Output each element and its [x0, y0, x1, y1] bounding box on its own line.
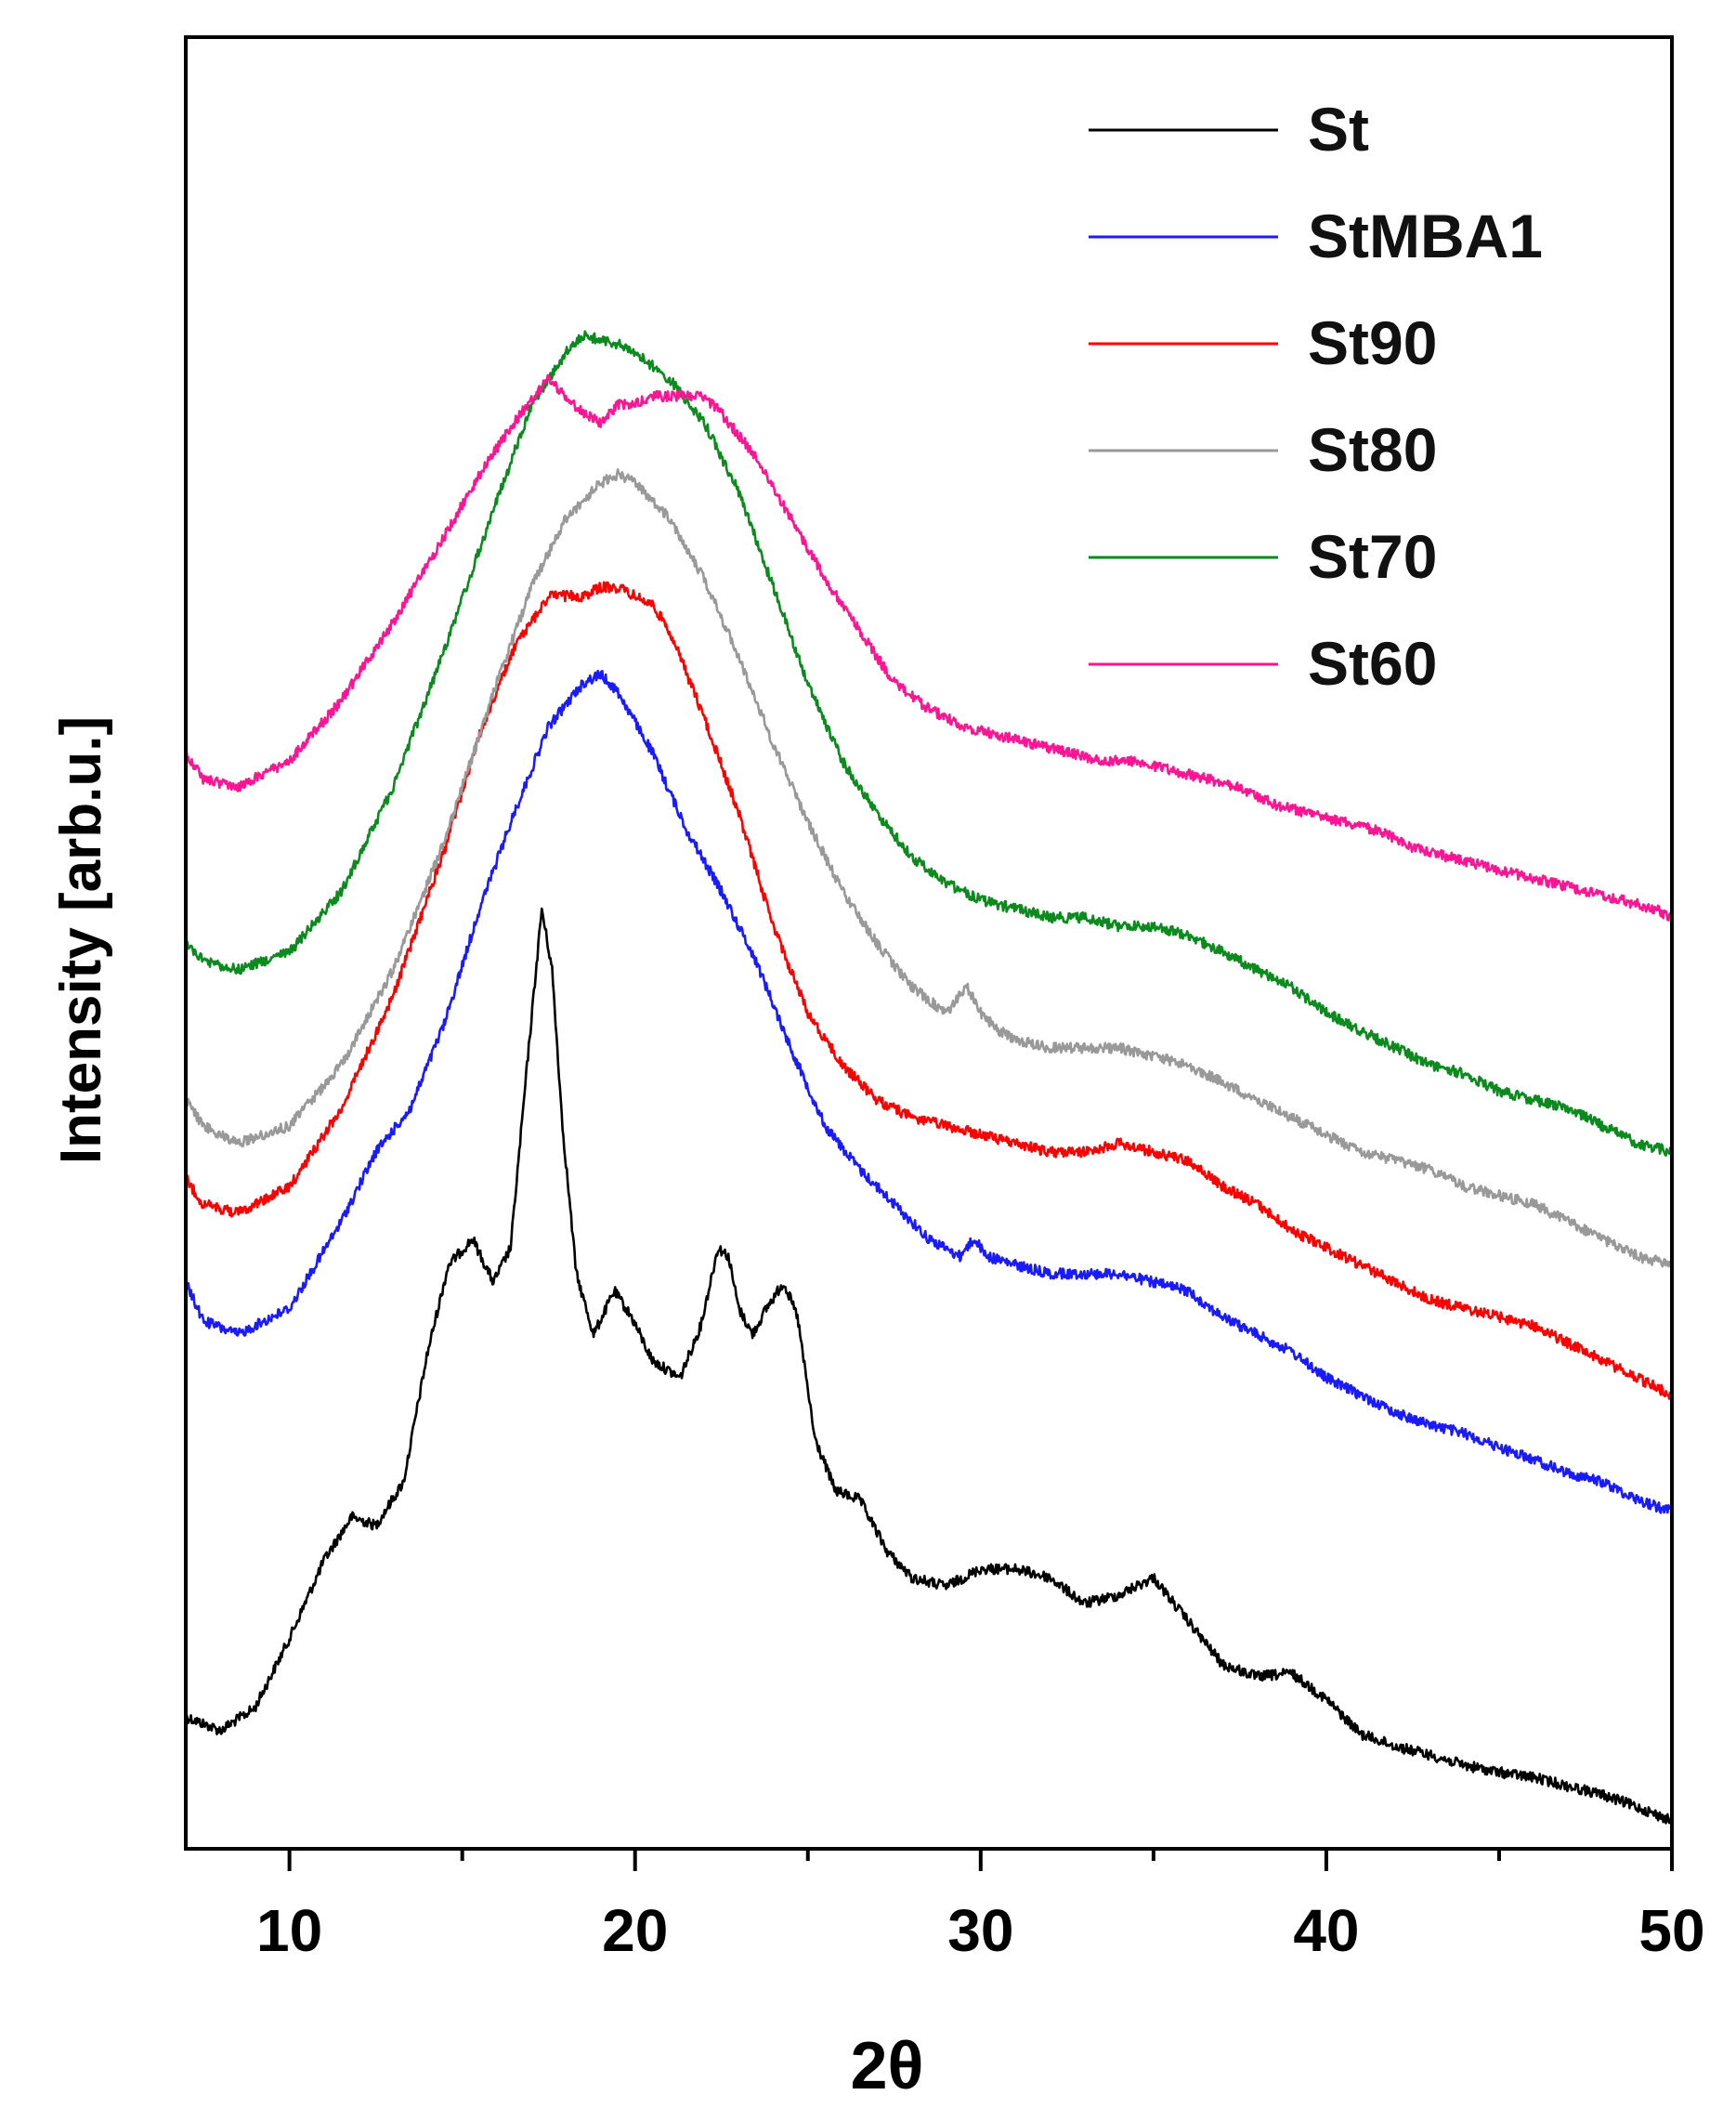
x-axis-label: 2θ [851, 2029, 924, 2103]
series-st90 [184, 581, 1674, 1400]
series-st60 [184, 373, 1673, 922]
x-tick-label: 10 [256, 1897, 322, 1964]
x-tick-label: 50 [1638, 1897, 1704, 1964]
legend-item-stmba1: StMBA1 [1089, 202, 1543, 270]
legend-label: St60 [1308, 629, 1437, 698]
series-line-st70 [184, 330, 1674, 1157]
plot-frame [184, 35, 1674, 1851]
legend-label: StMBA1 [1308, 202, 1543, 270]
series-layer [184, 330, 1674, 1825]
x-tick-label: 40 [1293, 1897, 1359, 1964]
legend-item-st60: St60 [1089, 629, 1437, 698]
legend: St StMBA1 St90 St80 St70 St60 [1089, 95, 1543, 698]
legend-label: St80 [1308, 415, 1437, 484]
legend-item-st90: St90 [1089, 308, 1437, 377]
x-axis-ticks [287, 1849, 1674, 1871]
series-line-st80 [185, 468, 1674, 1269]
series-st80 [185, 468, 1674, 1269]
x-axis-tick-labels: 10 20 30 40 50 [256, 1897, 1705, 1964]
legend-item-st80: St80 [1089, 415, 1437, 484]
series-line-st90 [184, 581, 1674, 1400]
series-line-st [184, 907, 1674, 1825]
series-stmba1 [184, 669, 1674, 1514]
x-tick-label: 20 [602, 1897, 668, 1964]
series-st [184, 907, 1674, 1825]
series-st70 [184, 330, 1674, 1157]
legend-item-st70: St70 [1089, 522, 1437, 591]
y-axis-label: Intensity [arb.u.] [49, 716, 113, 1164]
x-tick-label: 30 [947, 1897, 1013, 1964]
legend-item-st: St [1089, 95, 1369, 164]
legend-label: St [1308, 95, 1369, 164]
legend-label: St70 [1308, 522, 1437, 591]
series-line-stmba1 [184, 669, 1674, 1514]
legend-label: St90 [1308, 308, 1437, 377]
series-line-st60 [184, 373, 1673, 922]
